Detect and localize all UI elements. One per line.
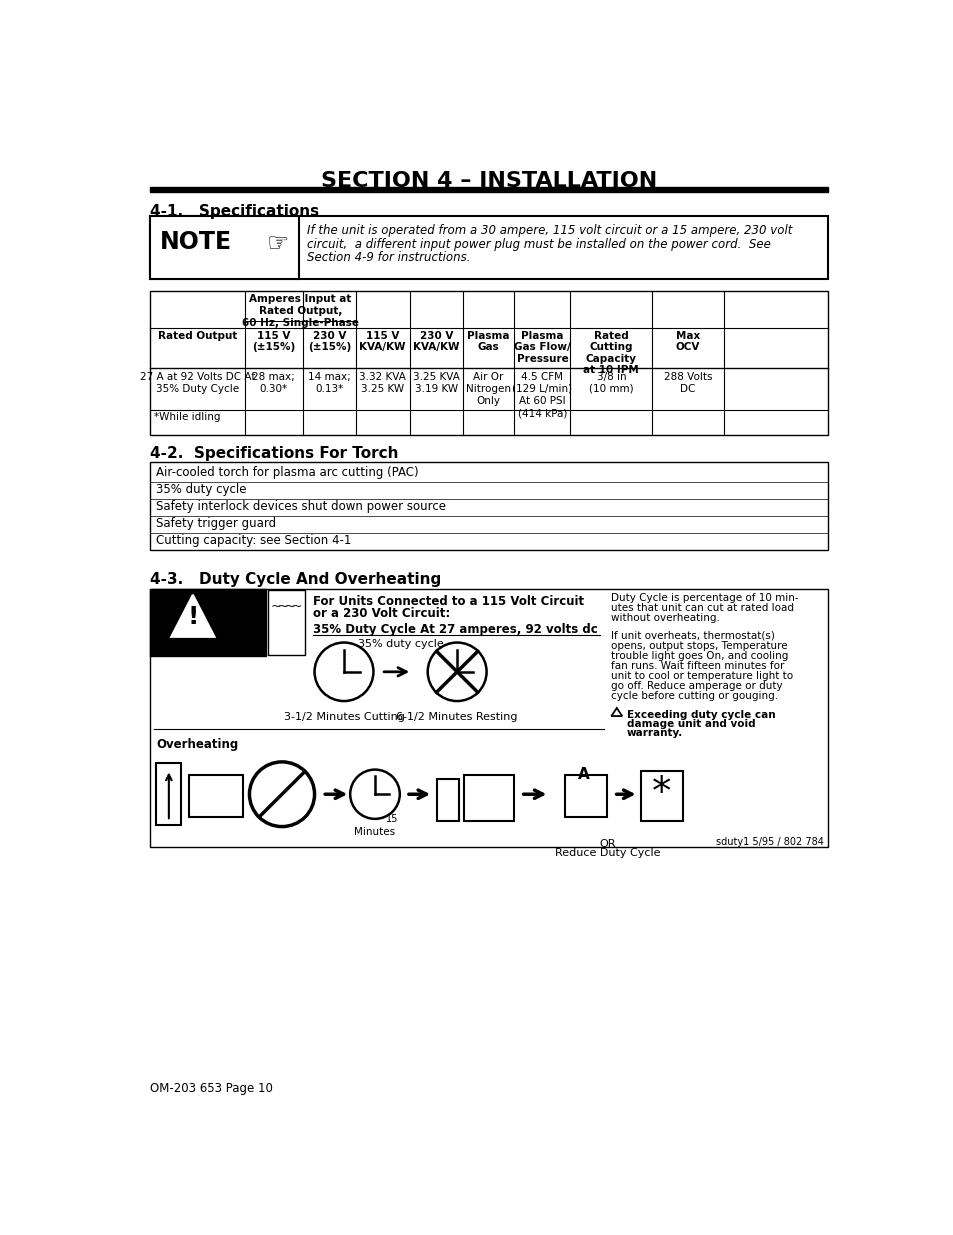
Text: damage unit and void: damage unit and void [626,719,755,729]
Text: Section 4-9 for instructions.: Section 4-9 for instructions. [307,252,470,264]
Text: Minutes: Minutes [355,826,395,836]
Text: Air-cooled torch for plasma arc cutting (PAC): Air-cooled torch for plasma arc cutting … [156,466,418,479]
Text: 3-1/2 Minutes Cutting: 3-1/2 Minutes Cutting [283,711,404,721]
Text: 14 max;
0.13*: 14 max; 0.13* [308,372,351,394]
Text: sduty1 5/95 / 802 784: sduty1 5/95 / 802 784 [715,837,822,847]
Text: OM-203 653 Page 10: OM-203 653 Page 10 [150,1082,273,1095]
Text: fan runs. Wait fifteen minutes for: fan runs. Wait fifteen minutes for [611,661,784,671]
Text: 288 Volts
DC: 288 Volts DC [663,372,712,394]
Text: circuit,  a different input power plug must be installed on the power cord.  See: circuit, a different input power plug mu… [307,237,770,251]
Text: 4-1.   Specifications: 4-1. Specifications [150,204,319,219]
Text: Air Or
Nitrogen
Only: Air Or Nitrogen Only [466,372,511,406]
Bar [564,776,607,818]
Bar [150,462,827,550]
Bar [150,290,827,436]
Text: Rated Output: Rated Output [157,331,237,341]
Text: 27 A at 92 Volts DC At
35% Duty Cycle: 27 A at 92 Volts DC At 35% Duty Cycle [140,372,255,394]
Bar [464,776,514,821]
Text: 230 V
(±15%): 230 V (±15%) [307,331,351,352]
Polygon shape [171,595,214,637]
Text: or a 230 Volt Circuit:: or a 230 Volt Circuit: [313,608,450,620]
Text: 115 V
KVA/KW: 115 V KVA/KW [359,331,406,352]
Bar [189,776,243,818]
Text: Safety interlock devices shut down power source: Safety interlock devices shut down power… [156,500,446,513]
Text: Exceeding duty cycle can: Exceeding duty cycle can [626,710,775,720]
Text: without overheating.: without overheating. [611,614,720,624]
Text: A: A [578,767,590,782]
Text: unit to cool or temperature light to: unit to cool or temperature light to [611,671,793,680]
Text: 4.5 CFM
(129 L/min)
At 60 PSI
(414 kPa): 4.5 CFM (129 L/min) At 60 PSI (414 kPa) [512,372,572,419]
Text: Max
OCV: Max OCV [676,331,700,352]
Text: ~: ~ [284,600,294,614]
Text: SECTION 4 – INSTALLATION: SECTION 4 – INSTALLATION [320,172,657,191]
Text: Rated
Cutting
Capacity
at 10 IPM: Rated Cutting Capacity at 10 IPM [583,331,639,375]
Bar [150,589,827,846]
Bar [150,186,827,193]
Bar [640,771,682,821]
Text: OR: OR [598,839,615,848]
Text: trouble light goes On, and cooling: trouble light goes On, and cooling [611,651,788,661]
Bar [150,589,266,656]
Bar [150,216,298,279]
Text: 4-3.   Duty Cycle And Overheating: 4-3. Duty Cycle And Overheating [150,572,441,587]
Text: Safety trigger guard: Safety trigger guard [156,517,276,530]
Text: ~: ~ [292,600,302,614]
Text: *While idling: *While idling [154,412,220,422]
Text: ~: ~ [277,600,288,614]
Text: Amperes Input at
Rated Output,
60 Hz, Single-Phase: Amperes Input at Rated Output, 60 Hz, Si… [241,294,358,327]
Text: 230 V
KVA/KW: 230 V KVA/KW [413,331,459,352]
Text: ~: ~ [271,600,281,614]
Text: 35% Duty Cycle At 27 amperes, 92 volts dc: 35% Duty Cycle At 27 amperes, 92 volts d… [313,622,598,636]
Text: 115 V
(±15%): 115 V (±15%) [252,331,295,352]
Bar [268,590,305,655]
Text: For Units Connected to a 115 Volt Circuit: For Units Connected to a 115 Volt Circui… [313,595,583,608]
Text: 4-2.  Specifications For Torch: 4-2. Specifications For Torch [150,446,398,461]
Text: 35% duty cycle: 35% duty cycle [156,483,247,496]
Text: If unit overheats, thermostat(s): If unit overheats, thermostat(s) [611,631,775,641]
Text: go off. Reduce amperage or duty: go off. Reduce amperage or duty [611,680,782,692]
Text: utes that unit can cut at rated load: utes that unit can cut at rated load [611,603,794,614]
Bar [150,216,827,279]
Bar [436,779,458,821]
Text: cycle before cutting or gouging.: cycle before cutting or gouging. [611,692,778,701]
Bar [156,763,181,825]
Text: 15: 15 [385,814,397,824]
Text: Duty Cycle is percentage of 10 min-: Duty Cycle is percentage of 10 min- [611,593,799,603]
Text: 3.32 KVA
3.25 KW: 3.32 KVA 3.25 KW [359,372,406,394]
Text: 3.25 KVA
3.19 KW: 3.25 KVA 3.19 KW [413,372,459,394]
Text: Reduce Duty Cycle: Reduce Duty Cycle [554,848,659,858]
Text: 35% duty cycle: 35% duty cycle [357,638,443,648]
Text: 6-1/2 Minutes Resting: 6-1/2 Minutes Resting [396,711,517,721]
Text: ☞: ☞ [266,233,289,257]
Text: Plasma
Gas Flow/
Pressure: Plasma Gas Flow/ Pressure [514,331,570,364]
Text: 28 max;
0.30*: 28 max; 0.30* [253,372,294,394]
Text: Overheating: Overheating [156,739,238,751]
Text: Cutting capacity: see Section 4-1: Cutting capacity: see Section 4-1 [156,534,352,547]
Text: !: ! [187,604,198,629]
Text: opens, output stops, Temperature: opens, output stops, Temperature [611,641,787,651]
Text: 3/8 in
(10 mm): 3/8 in (10 mm) [588,372,633,394]
Text: *: * [652,773,671,811]
Text: warranty.: warranty. [626,727,682,739]
Text: NOTE: NOTE [159,230,232,254]
Text: Plasma
Gas: Plasma Gas [467,331,509,352]
Text: If the unit is operated from a 30 ampere, 115 volt circuit or a 15 ampere, 230 v: If the unit is operated from a 30 ampere… [307,224,791,237]
